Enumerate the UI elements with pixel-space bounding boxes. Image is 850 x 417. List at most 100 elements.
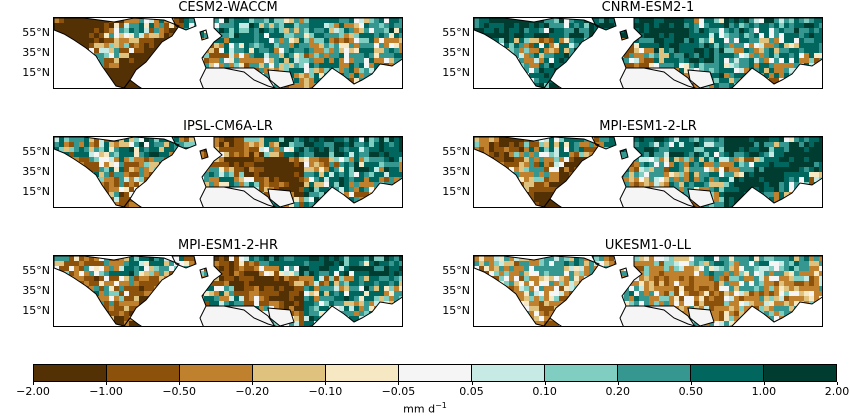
grid-cell — [344, 33, 349, 38]
grid-cell — [719, 137, 724, 142]
grid-cell — [344, 147, 349, 152]
grid-cell — [64, 38, 69, 43]
grid-cell — [59, 38, 64, 43]
grid-cell — [144, 68, 149, 73]
grid-cell — [654, 157, 659, 162]
grid-cell — [484, 73, 489, 78]
grid-cell — [89, 28, 94, 33]
grid-cell — [374, 137, 379, 142]
grid-cell — [269, 142, 274, 147]
grid-cell — [614, 207, 619, 208]
grid-cell — [764, 23, 769, 28]
grid-cell — [169, 68, 174, 73]
grid-cell — [259, 172, 264, 177]
grid-cell — [209, 301, 214, 306]
grid-cell — [804, 88, 809, 89]
grid-cell — [784, 38, 789, 43]
grid-cell — [394, 78, 399, 83]
grid-cell — [144, 296, 149, 301]
grid-cell — [189, 271, 194, 276]
grid-cell — [259, 43, 264, 48]
grid-cell — [344, 256, 349, 261]
grid-cell — [169, 152, 174, 157]
grid-cell — [399, 197, 402, 202]
grid-cell — [564, 43, 569, 48]
grid-cell — [349, 182, 354, 187]
grid-cell — [659, 88, 664, 89]
grid-cell — [349, 291, 354, 296]
grid-cell — [734, 172, 739, 177]
grid-cell — [109, 53, 114, 58]
grid-cell — [389, 192, 394, 197]
grid-cell — [89, 207, 94, 208]
grid-cell — [94, 172, 99, 177]
grid-cell — [339, 187, 344, 192]
grid-cell — [594, 152, 599, 157]
grid-cell — [134, 147, 139, 152]
grid-cell — [304, 291, 309, 296]
grid-cell — [219, 182, 224, 187]
grid-cell — [279, 261, 284, 266]
grid-cell — [259, 88, 264, 89]
grid-cell — [84, 256, 89, 261]
grid-cell — [104, 172, 109, 177]
grid-cell — [714, 177, 719, 182]
grid-cell — [474, 43, 479, 48]
coastline — [267, 69, 295, 88]
coastline — [199, 67, 276, 88]
grid-cell — [339, 43, 344, 48]
grid-cell — [84, 296, 89, 301]
grid-cell — [304, 301, 309, 306]
grid-cell — [814, 53, 819, 58]
grid-cell — [524, 157, 529, 162]
grid-cell — [534, 167, 539, 172]
grid-cell — [219, 43, 224, 48]
grid-cell — [149, 301, 154, 306]
grid-cell — [294, 261, 299, 266]
grid-cell — [204, 58, 209, 63]
grid-cell — [794, 182, 799, 187]
grid-cell — [379, 68, 384, 73]
grid-cell — [584, 152, 589, 157]
grid-cell — [724, 202, 729, 207]
grid-cell — [679, 142, 684, 147]
grid-cell — [759, 187, 764, 192]
grid-cell — [354, 33, 359, 38]
grid-cell — [579, 177, 584, 182]
grid-cell — [149, 68, 154, 73]
grid-cell — [304, 33, 309, 38]
grid-cell — [84, 152, 89, 157]
grid-cell — [629, 53, 634, 58]
grid-cell — [334, 172, 339, 177]
grid-cell — [659, 172, 664, 177]
grid-cell — [299, 187, 304, 192]
grid-cell — [599, 177, 604, 182]
grid-cell — [204, 63, 209, 68]
grid-cell — [769, 152, 774, 157]
grid-cell — [274, 33, 279, 38]
grid-cell — [684, 172, 689, 177]
grid-cell — [109, 286, 114, 291]
grid-cell — [89, 177, 94, 182]
grid-cell — [709, 187, 714, 192]
grid-cell — [74, 137, 79, 142]
grid-cell — [54, 63, 59, 68]
grid-cell — [649, 53, 654, 58]
grid-cell — [324, 162, 329, 167]
grid-cell — [774, 18, 779, 23]
grid-cell — [284, 68, 289, 73]
grid-cell — [794, 73, 799, 78]
grid-cell — [669, 38, 674, 43]
grid-cell — [599, 63, 604, 68]
grid-cell — [179, 23, 184, 28]
grid-cell — [499, 177, 504, 182]
grid-cell — [199, 286, 204, 291]
grid-cell — [639, 43, 644, 48]
grid-cell — [774, 63, 779, 68]
grid-cell — [744, 83, 749, 88]
grid-cell — [279, 207, 284, 208]
grid-cell — [349, 38, 354, 43]
grid-cell — [79, 157, 84, 162]
grid-cell — [54, 192, 59, 197]
grid-cell — [179, 157, 184, 162]
